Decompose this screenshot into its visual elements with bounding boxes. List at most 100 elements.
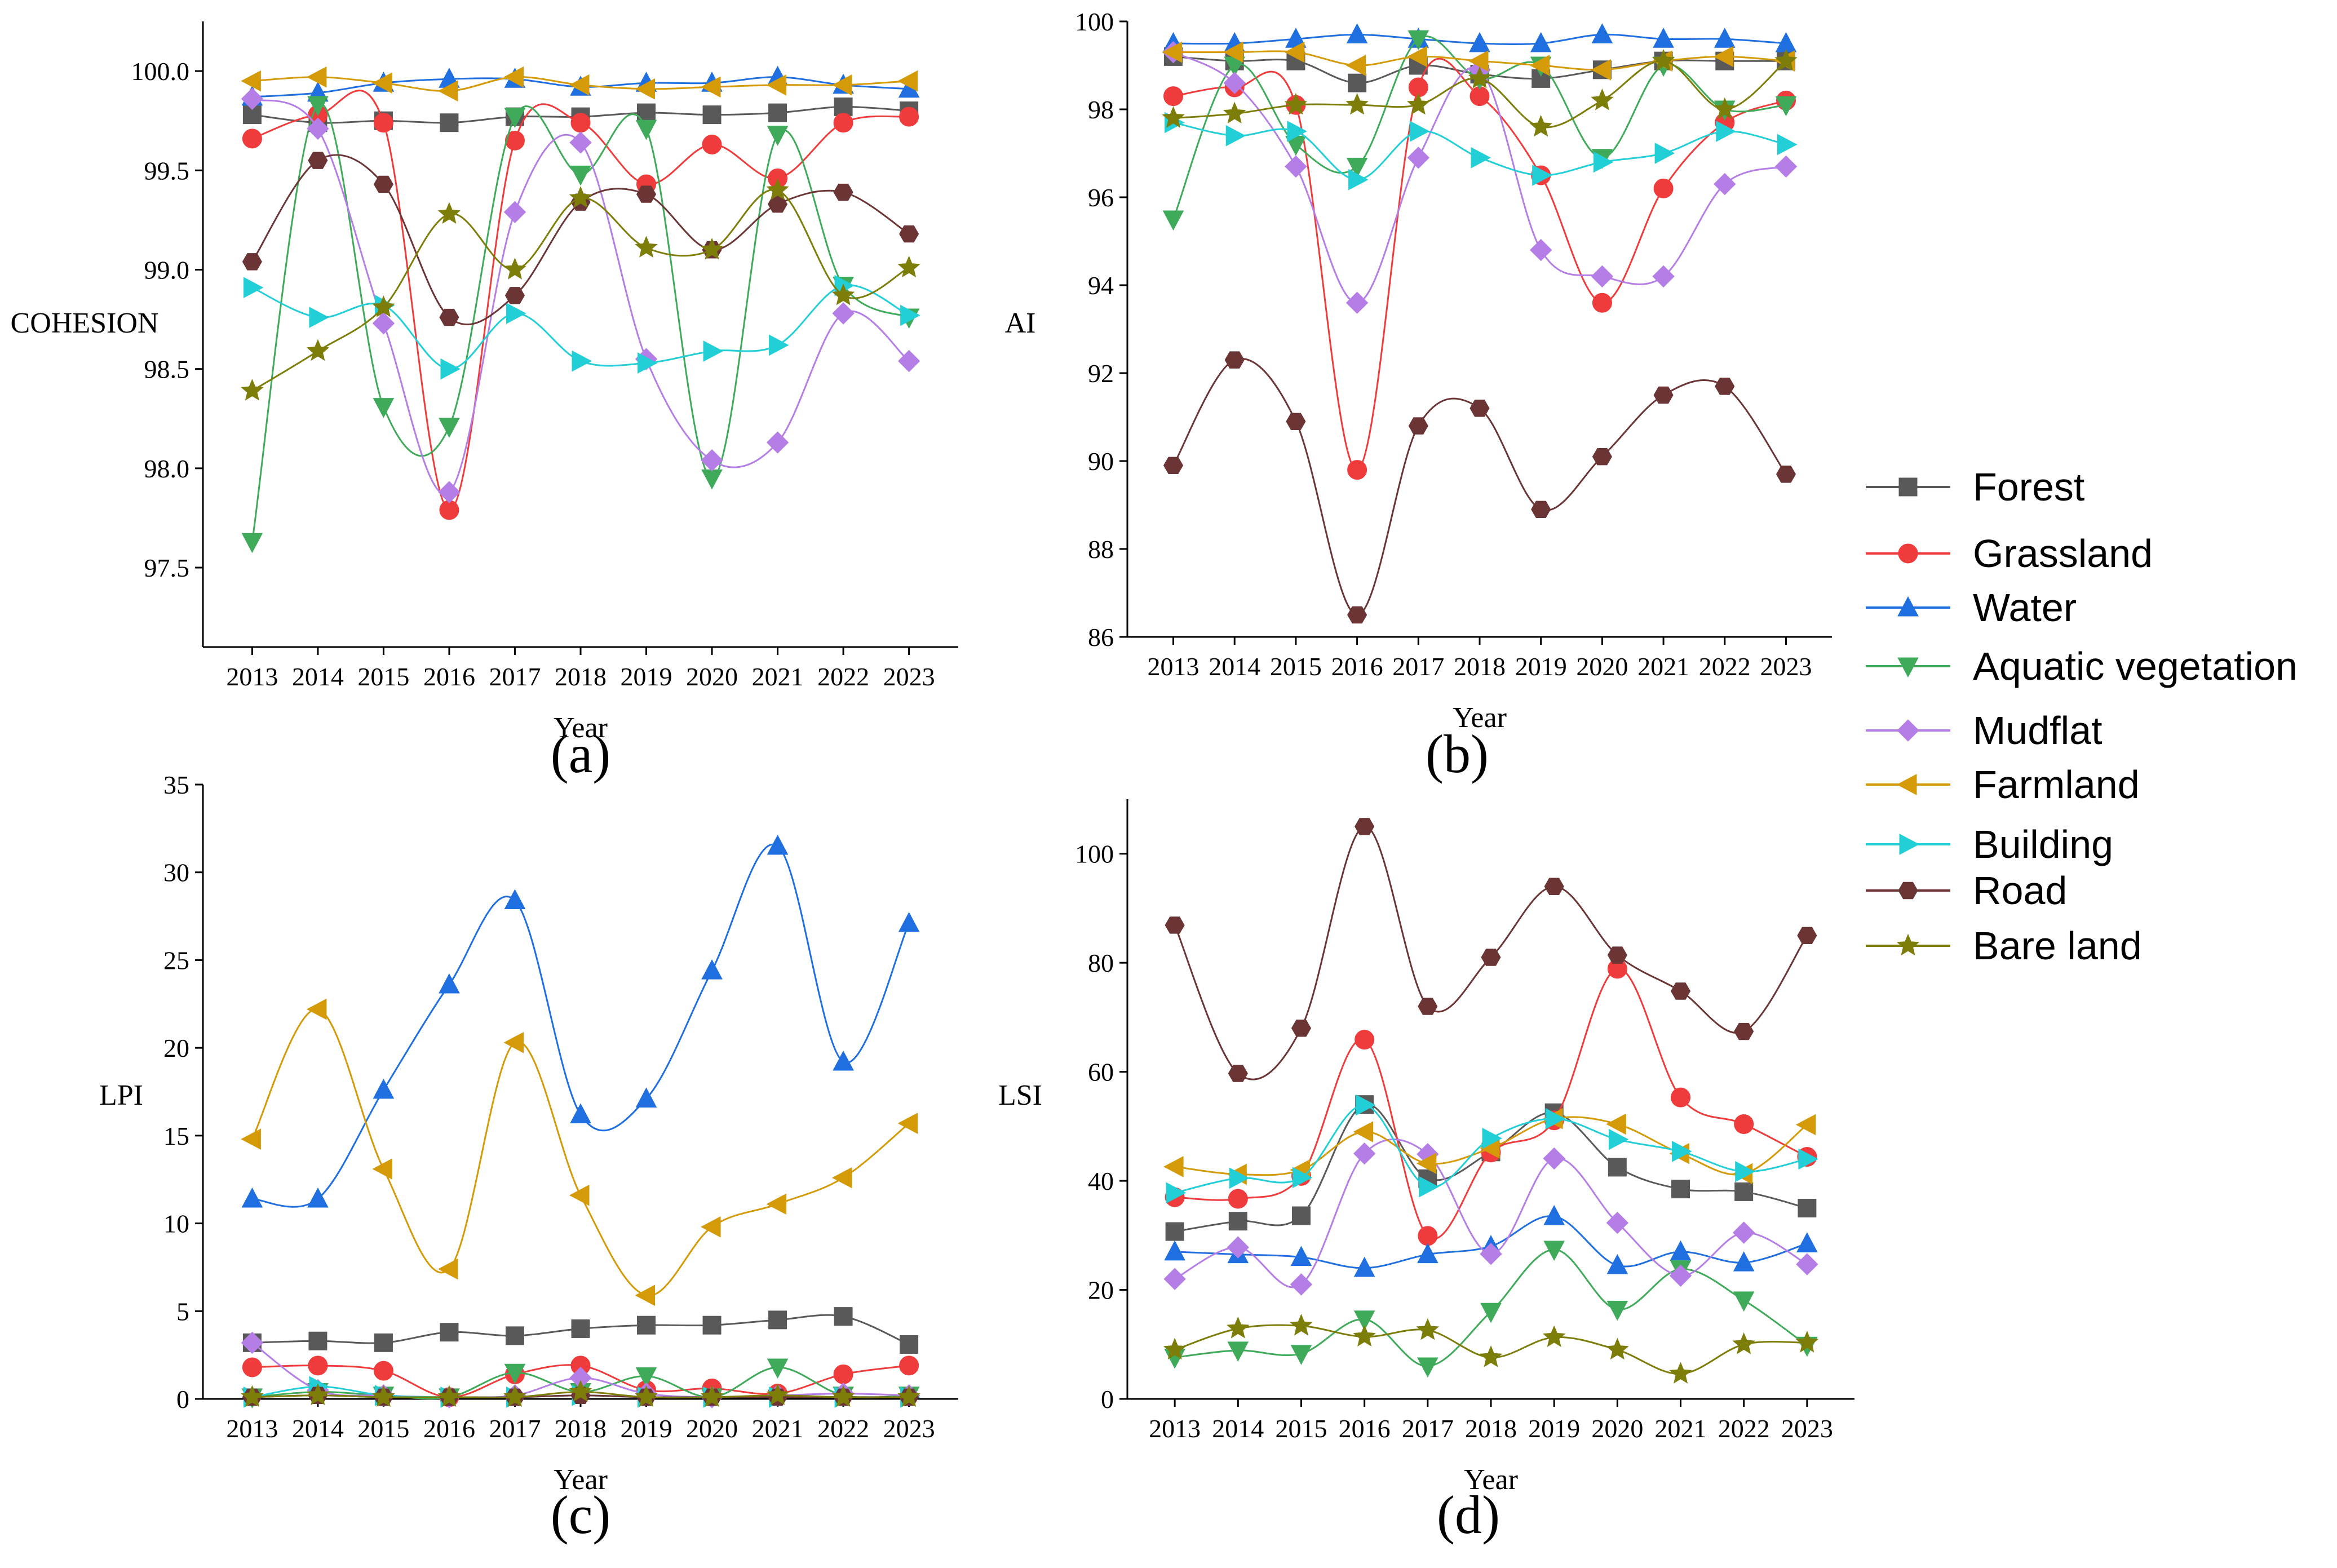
legend-entry-road: Road xyxy=(1866,869,2067,913)
data-point-aquatic-vegetation-2021 xyxy=(767,126,789,146)
legend-label: Grassland xyxy=(1973,531,2153,575)
series-forest xyxy=(242,1307,919,1354)
data-point-aquatic-vegetation-2020 xyxy=(701,469,723,490)
data-point-building-2016 xyxy=(440,358,461,380)
series-aquatic-vegetation xyxy=(1164,1241,1818,1378)
data-point-grassland-2021 xyxy=(1671,1087,1691,1108)
x-tick-label: 2014 xyxy=(1212,1414,1264,1443)
legend-marker-farmland xyxy=(1896,774,1917,795)
data-point-aquatic-vegetation-2022 xyxy=(1733,1291,1755,1312)
data-point-bare-land-2015 xyxy=(372,295,395,317)
data-point-forest-2022 xyxy=(834,98,853,117)
panel-label: (c) xyxy=(551,1485,611,1545)
data-point-bare-land-2016 xyxy=(437,202,461,224)
y-tick-label: 15 xyxy=(163,1122,189,1150)
y-tick-label: 99.0 xyxy=(144,255,190,284)
data-point-building-2017 xyxy=(1409,121,1430,142)
data-point-grassland-2013 xyxy=(242,129,262,149)
panel-b-chart: 2013 2014 2015 2016 2017 2018 2019 2020 2021 2022… xyxy=(1005,7,1832,784)
data-point-road-2018 xyxy=(1470,400,1490,417)
panel-c-chart: 2013 2014 2015 2016 2017 2018 2019 2020 2021 2022… xyxy=(99,770,958,1545)
data-point-aquatic-vegetation-2020 xyxy=(1606,1300,1628,1321)
data-point-grassland-2016 xyxy=(1347,460,1367,480)
y-tick-label: 35 xyxy=(163,770,189,799)
data-point-forest-2021 xyxy=(1671,1180,1690,1199)
data-point-bare-land-2020 xyxy=(1591,88,1614,110)
data-point-forest-2015 xyxy=(1291,1206,1311,1225)
x-tick-label: 2016 xyxy=(423,662,475,691)
data-point-forest-2015 xyxy=(374,1333,393,1352)
data-point-bare-land-2020 xyxy=(700,237,724,260)
data-point-road-2022 xyxy=(833,183,853,201)
series-farmland xyxy=(1163,1108,1816,1185)
series-farmland xyxy=(241,66,918,102)
legend-marker-bare-land xyxy=(1896,933,1920,956)
series-aquatic-vegetation xyxy=(241,96,920,553)
data-point-farmland-2023 xyxy=(897,70,918,92)
x-axis-title: Year xyxy=(1464,1464,1518,1496)
legend-entry-building: Building xyxy=(1866,822,2113,866)
data-point-farmland-2020 xyxy=(1591,59,1611,81)
data-point-farmland-2015 xyxy=(372,1158,392,1180)
data-point-water-2021 xyxy=(1653,28,1674,48)
series-line-road xyxy=(1172,358,1787,616)
x-tick-label: 2018 xyxy=(555,662,607,691)
data-point-aquatic-vegetation-2014 xyxy=(1227,1341,1249,1362)
y-tick-label: 100 xyxy=(1075,840,1114,869)
data-point-farmland-2018 xyxy=(569,74,590,96)
y-tick-label: 100.0 xyxy=(131,57,190,86)
data-point-water-2021 xyxy=(1670,1240,1692,1261)
legend-label: Bare land xyxy=(1973,924,2142,968)
data-point-mudflat-2016 xyxy=(1353,1142,1376,1165)
data-point-road-2013 xyxy=(1165,916,1185,934)
data-point-aquatic-vegetation-2017 xyxy=(504,1363,526,1384)
data-point-grassland-2023 xyxy=(899,1356,919,1376)
x-tick-label: 2021 xyxy=(752,1414,804,1443)
data-point-forest-2023 xyxy=(900,1335,919,1354)
data-point-forest-2023 xyxy=(1798,1198,1817,1217)
series-line-road xyxy=(1174,825,1808,1080)
x-tick-label: 2015 xyxy=(357,1414,409,1443)
panel-a-chart: 2013 2014 2015 2016 2017 2018 2019 2020 2021 2022… xyxy=(11,21,958,784)
y-axis-title: LPI xyxy=(99,1079,143,1111)
data-point-water-2022 xyxy=(1714,28,1736,48)
data-point-bare-land-2021 xyxy=(766,1383,789,1406)
data-point-water-2013 xyxy=(1164,1240,1185,1261)
data-point-forest-2014 xyxy=(1228,1212,1247,1231)
data-point-bare-land-2017 xyxy=(1407,92,1430,115)
data-point-bare-land-2022 xyxy=(1713,97,1737,119)
data-point-farmland-2021 xyxy=(766,74,787,96)
data-point-building-2018 xyxy=(1471,147,1491,169)
data-point-mudflat-2014 xyxy=(1223,72,1246,94)
legend-label: Road xyxy=(1973,869,2067,913)
data-point-water-2019 xyxy=(1543,1204,1565,1225)
data-point-grassland-2022 xyxy=(1734,1114,1754,1134)
data-point-bare-land-2018 xyxy=(569,1380,592,1402)
data-point-aquatic-vegetation-2019 xyxy=(1543,1241,1565,1261)
data-point-farmland-2017 xyxy=(503,66,524,88)
x-tick-label: 2022 xyxy=(1718,1414,1770,1443)
legend-label: Forest xyxy=(1973,465,2084,509)
data-point-building-2019 xyxy=(1545,1108,1566,1130)
data-point-mudflat-2016 xyxy=(1345,291,1369,314)
data-point-farmland-2019 xyxy=(1529,55,1550,76)
data-point-farmland-2014 xyxy=(306,998,327,1020)
data-point-aquatic-vegetation-2013 xyxy=(1162,210,1184,231)
panel-d-chart: 2013 2014 2015 2016 2017 2018 2019 2020 2021 2022… xyxy=(998,799,1854,1545)
x-tick-label: 2021 xyxy=(1655,1414,1707,1443)
data-point-road-2014 xyxy=(308,152,328,169)
y-tick-label: 100 xyxy=(1075,7,1114,36)
data-point-bare-land-2021 xyxy=(1669,1362,1692,1384)
data-point-bare-land-2019 xyxy=(1542,1325,1566,1347)
legend-label: Farmland xyxy=(1973,763,2140,807)
series-line-bare-land xyxy=(1173,60,1787,129)
data-point-water-2016 xyxy=(1346,23,1368,43)
data-point-bare-land-2021 xyxy=(766,178,789,200)
data-point-bare-land-2014 xyxy=(306,339,330,361)
data-point-water-2017 xyxy=(1417,1243,1439,1264)
data-point-farmland-2016 xyxy=(437,80,458,102)
data-point-water-2016 xyxy=(439,973,460,994)
panel-label: (b) xyxy=(1426,724,1489,784)
data-point-forest-2020 xyxy=(1608,1158,1627,1177)
